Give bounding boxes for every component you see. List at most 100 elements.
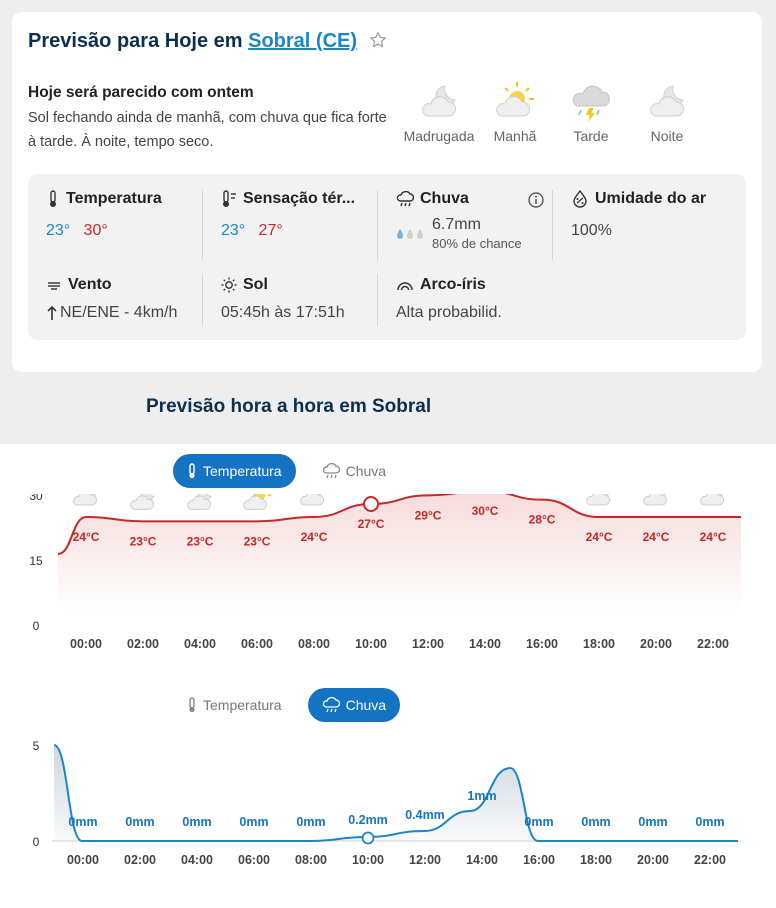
title-prefix: Previsão para Hoje em <box>28 30 243 52</box>
temperature-value-label: 23°C <box>130 534 157 548</box>
x-tick-label: 14:00 <box>466 853 498 867</box>
stat-temperature: Temperatura 23° 30° <box>46 190 221 240</box>
temperature-value-label: 24°C <box>700 530 727 544</box>
thermometer-icon <box>50 190 56 207</box>
x-tick-label: 20:00 <box>640 637 672 651</box>
temperature-value-label: 28°C <box>529 513 556 527</box>
temperature-value-label: 30°C <box>472 504 499 518</box>
wind-icon <box>48 282 60 290</box>
temperature-value-label: 24°C <box>301 530 328 544</box>
today-forecast-card: Previsão para Hoje em Sobral (CE) Hoje s… <box>12 12 762 372</box>
stat-label: Umidade do ar <box>595 190 707 207</box>
rainbow-value: Alta probabilid. <box>396 304 502 321</box>
summary-text: Sol fechando ainda de manhã, com chuva q… <box>28 110 387 150</box>
rain-chart-tabs: Temperatura Chuva <box>173 688 401 722</box>
tab-temperature[interactable]: Temperatura <box>173 688 296 722</box>
x-tick-label: 16:00 <box>523 853 555 867</box>
moon-cloud-icon <box>586 494 611 506</box>
sun-cloud-icon <box>496 82 534 117</box>
period-madrugada: Madrugada <box>401 80 477 144</box>
x-tick-label: 06:00 <box>241 637 273 651</box>
rain-value-label: 0mm <box>524 815 553 829</box>
y-tick-label: 0 <box>33 835 40 849</box>
rain-chart: 0 5 0mm 00:00 0mm 02:00 0mm 04:00 0mm 06:00 0mm 08:… <box>33 739 738 867</box>
rain-cloud-icon <box>322 463 340 479</box>
tab-rain[interactable]: Chuva <box>307 688 401 722</box>
temperature-value-label: 23°C <box>187 534 214 548</box>
stat-rain: Chuva 6.7mm 80% de chance <box>396 190 544 251</box>
rain-value-label: 0mm <box>296 815 325 829</box>
stat-humidity: Umidade do ar 100% <box>571 190 746 240</box>
tab-temperature[interactable]: Temperatura <box>173 454 296 488</box>
city-link[interactable]: Sobral (CE) <box>248 30 358 52</box>
tab-label: Chuva <box>345 697 387 713</box>
rain-value-label: 0mm <box>581 815 610 829</box>
temperature-value-label: 24°C <box>586 530 613 544</box>
humidity-value: 100% <box>571 222 612 239</box>
y-tick-label: 15 <box>29 554 43 568</box>
rain-line <box>53 744 738 842</box>
info-icon[interactable] <box>528 192 544 213</box>
stat-label: Vento <box>68 276 112 293</box>
rain-value-label: 0mm <box>239 815 268 829</box>
x-tick-label: 04:00 <box>184 637 216 651</box>
stat-label: Sensação tér... <box>243 190 356 207</box>
temperature-value-label: 29°C <box>415 508 442 522</box>
x-tick-label: 22:00 <box>694 853 726 867</box>
y-tick-label: 0 <box>33 619 40 633</box>
feels-max: 27° <box>258 222 283 239</box>
storm-cloud-icon <box>572 85 610 122</box>
temperature-value-label: 23°C <box>244 534 271 548</box>
temperature-value-label: 24°C <box>73 530 100 544</box>
period-tarde: Tarde <box>553 80 629 144</box>
x-tick-label: 10:00 <box>355 637 387 651</box>
moon-cloud-icon <box>130 494 155 510</box>
temp-max: 30° <box>83 222 108 239</box>
sun-icon <box>221 277 237 293</box>
y-tick-label: 5 <box>33 739 40 753</box>
selected-hour-marker[interactable] <box>363 496 379 512</box>
rain-chance: 80% de chance <box>432 236 522 251</box>
tab-rain[interactable]: Chuva <box>308 454 400 488</box>
hourly-chart-panel: Temperatura Chuva 0 15 30 24°C 00:00 23°C 02:0… <box>0 444 776 908</box>
summary-heading: Hoje será parecido com ontem <box>28 84 254 101</box>
period-label: Manhã <box>493 128 537 144</box>
rain-value-label: 0.2mm <box>348 813 388 827</box>
tab-label: Chuva <box>345 463 387 479</box>
period-manha: Manhã <box>477 80 553 144</box>
favorite-star-icon[interactable] <box>369 31 387 55</box>
temperature-value-label: 24°C <box>643 530 670 544</box>
sun-cloud-icon <box>243 494 271 510</box>
temperature-chart: 0 15 30 24°C 00:00 23°C 02:00 23°C 04:00 23°C 06:0… <box>29 494 741 651</box>
x-tick-label: 16:00 <box>526 637 558 651</box>
x-tick-label: 12:00 <box>409 853 441 867</box>
stat-rainbow: Arco-íris Alta probabilid. <box>396 276 571 322</box>
stat-feels-like: Sensação tér... 23° 27° <box>221 190 396 240</box>
selected-hour-marker[interactable] <box>361 831 375 845</box>
rain-value-label: 0mm <box>695 815 724 829</box>
rain-value-label: 0mm <box>125 815 154 829</box>
feels-like-icon <box>223 190 236 207</box>
y-tick-label: 30 <box>29 494 43 503</box>
x-tick-label: 02:00 <box>127 637 159 651</box>
moon-cloud-icon <box>650 85 684 117</box>
x-tick-label: 00:00 <box>70 637 102 651</box>
page-title: Previsão para Hoje em Sobral (CE) <box>28 30 387 55</box>
stat-label: Chuva <box>420 190 469 207</box>
stat-sun: Sol 05:45h às 17:51h <box>221 276 396 322</box>
rain-value-label: 0.4mm <box>405 808 445 822</box>
stats-panel: Temperatura 23° 30° Sensação tér... 23° … <box>28 174 746 340</box>
x-tick-label: 20:00 <box>637 853 669 867</box>
rainbow-icon <box>397 282 413 291</box>
moon-cloud-icon <box>422 85 456 117</box>
temp-chart-tabs: Temperatura Chuva <box>173 454 400 488</box>
x-tick-label: 08:00 <box>298 637 330 651</box>
x-tick-label: 22:00 <box>697 637 729 651</box>
thermometer-icon <box>189 697 195 713</box>
moon-cloud-icon <box>643 494 668 506</box>
x-tick-label: 08:00 <box>295 853 327 867</box>
hourly-title: Previsão hora a hora em Sobral <box>146 396 432 417</box>
rain-area <box>54 745 738 841</box>
tab-label: Temperatura <box>203 697 282 713</box>
moon-cloud-icon <box>187 494 212 510</box>
